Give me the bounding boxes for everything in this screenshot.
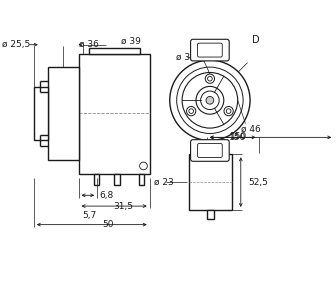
Text: ø 25,5: ø 25,5 <box>2 40 30 49</box>
Circle shape <box>206 97 214 104</box>
Circle shape <box>226 109 231 113</box>
FancyBboxPatch shape <box>191 39 229 61</box>
Text: ø 3,2: ø 3,2 <box>176 53 199 62</box>
Text: ø 46: ø 46 <box>241 125 260 134</box>
Text: 150: 150 <box>230 132 247 141</box>
Text: ø 36: ø 36 <box>80 40 99 49</box>
Circle shape <box>224 106 233 116</box>
Bar <box>207 210 214 219</box>
Text: 50: 50 <box>102 220 114 229</box>
Text: ø 23: ø 23 <box>154 178 174 187</box>
Text: 52,5: 52,5 <box>249 178 268 187</box>
Circle shape <box>170 60 250 141</box>
Circle shape <box>182 72 238 128</box>
Circle shape <box>205 74 214 83</box>
Circle shape <box>201 91 219 110</box>
Circle shape <box>186 106 196 116</box>
FancyBboxPatch shape <box>198 43 222 57</box>
Bar <box>89 48 140 54</box>
Circle shape <box>196 86 224 114</box>
Bar <box>207 145 214 154</box>
Text: 5,7: 5,7 <box>82 211 96 220</box>
Text: 31,5: 31,5 <box>114 202 133 211</box>
Bar <box>79 54 150 174</box>
Circle shape <box>140 162 148 170</box>
Bar <box>94 174 99 185</box>
FancyBboxPatch shape <box>191 140 229 161</box>
Circle shape <box>177 67 243 133</box>
Bar <box>48 67 79 160</box>
Text: ø 39: ø 39 <box>121 37 141 46</box>
Text: 150: 150 <box>229 133 246 142</box>
Bar <box>114 174 120 185</box>
Circle shape <box>208 76 212 81</box>
Bar <box>34 87 48 140</box>
Bar <box>189 154 232 210</box>
Circle shape <box>189 109 194 113</box>
Bar <box>139 174 144 185</box>
FancyBboxPatch shape <box>198 143 222 157</box>
Text: 6,8: 6,8 <box>99 191 114 200</box>
Text: D: D <box>252 35 260 45</box>
